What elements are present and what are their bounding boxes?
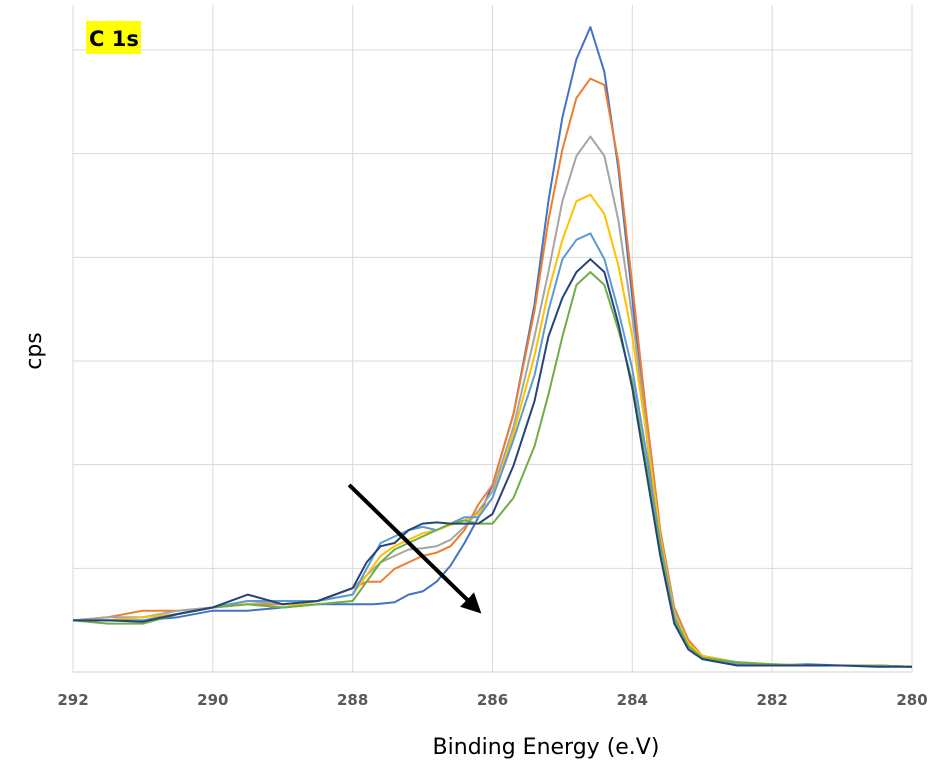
x-tick-label: 282: [757, 691, 788, 709]
series-line: [73, 258, 912, 668]
x-tick-label: 286: [477, 691, 508, 709]
chart-title: C 1s: [89, 27, 139, 51]
trend-arrow: [347, 483, 482, 614]
axes: 292 290 288 286 284 282 280: [57, 671, 928, 709]
x-tick-label: 288: [337, 691, 368, 709]
series-group: [72, 26, 913, 668]
y-axis-title: cps: [22, 332, 47, 370]
x-tick-label: 284: [617, 691, 648, 709]
x-tick-label: 290: [197, 691, 228, 709]
title-highlight: [86, 21, 141, 54]
x-tick-label: 280: [896, 691, 927, 709]
series-line: [73, 193, 913, 668]
gridlines: [72, 5, 913, 672]
x-tick-label: 292: [57, 691, 88, 709]
x-axis-title: Binding Energy (e.V): [433, 735, 660, 760]
annotation-group: [347, 483, 482, 614]
series-line: [72, 271, 913, 668]
